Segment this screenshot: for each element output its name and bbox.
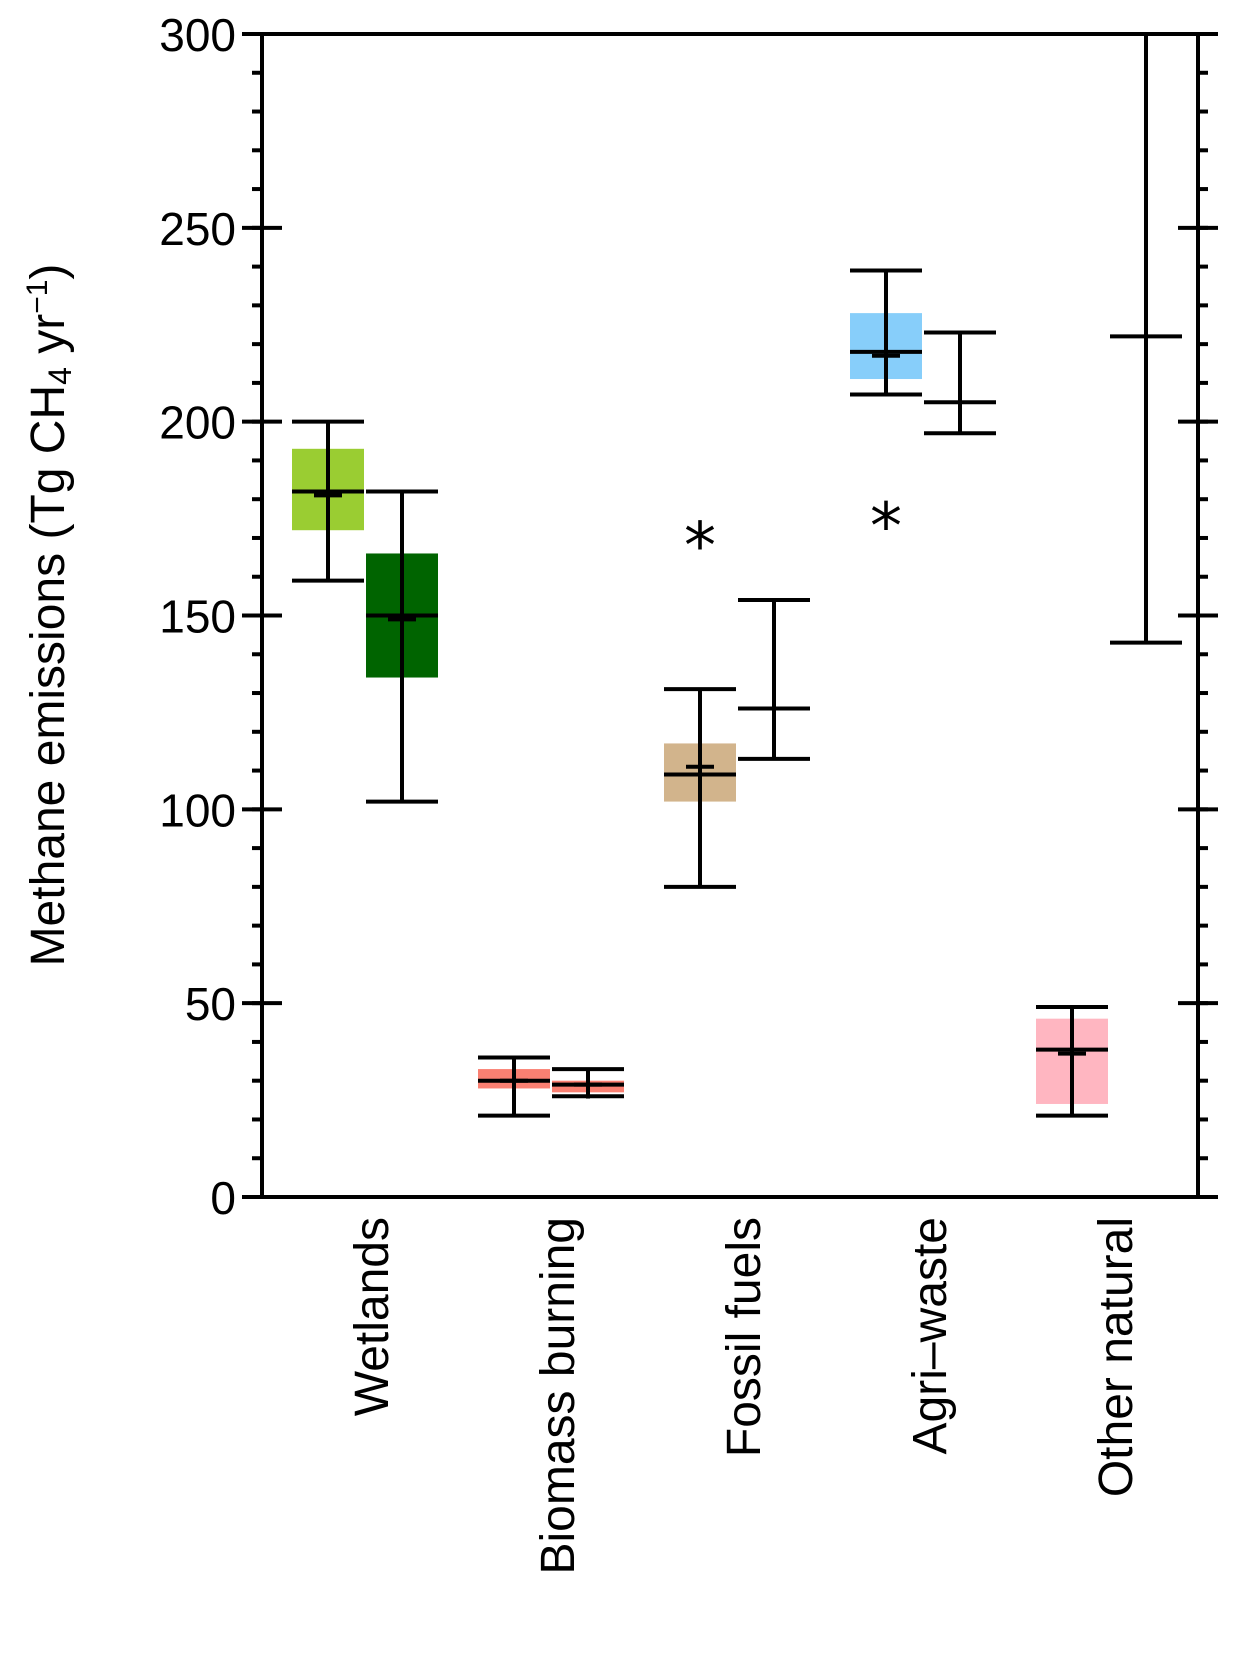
box-group-7 [924, 330, 996, 436]
y-axis-title: Methane emissions (Tg CH4 yr−1) [21, 264, 78, 967]
y-axis-title-sub: 4 [42, 367, 78, 385]
x-category-label: Biomass burning [532, 1217, 585, 1575]
y-tick-label: 0 [210, 1172, 236, 1224]
y-axis-title-prefix: Methane emissions (Tg CH [22, 385, 75, 967]
y-axis-title-sup: −1 [21, 280, 54, 314]
y-axis-title-suffix: ) [22, 264, 75, 280]
y-tick-label: 100 [159, 784, 236, 836]
box-group-3 [552, 1067, 624, 1099]
x-category-label: Other natural [1090, 1217, 1143, 1497]
y-tick-label: 200 [159, 397, 236, 449]
y-tick-label: 150 [159, 591, 236, 643]
box-group-8 [1036, 1005, 1108, 1118]
chart-marks: * * [292, 32, 1182, 1118]
box-group-1 [366, 489, 438, 804]
outlier-marker-6: * [870, 491, 902, 565]
box-group-4: * [664, 510, 736, 889]
box-group-2 [478, 1055, 550, 1118]
y-axis-title-middle: yr [22, 314, 75, 367]
box-group-5 [738, 597, 810, 761]
box-group-6: * [850, 268, 922, 565]
x-category-label: Agri–waste [904, 1217, 957, 1454]
outlier-marker-4: * [684, 510, 716, 584]
x-category-label: Fossil fuels [718, 1217, 771, 1457]
y-tick-label: 300 [159, 9, 236, 61]
x-category-label: Wetlands [346, 1217, 399, 1416]
box-group-0 [292, 419, 364, 583]
chart-axes: 0 50 100 150 200 250 300 Wetlands Biomass burnin… [159, 9, 1218, 1575]
box-group-9 [1110, 32, 1182, 645]
y-tick-label: 250 [159, 203, 236, 255]
y-tick-label: 50 [185, 978, 236, 1030]
